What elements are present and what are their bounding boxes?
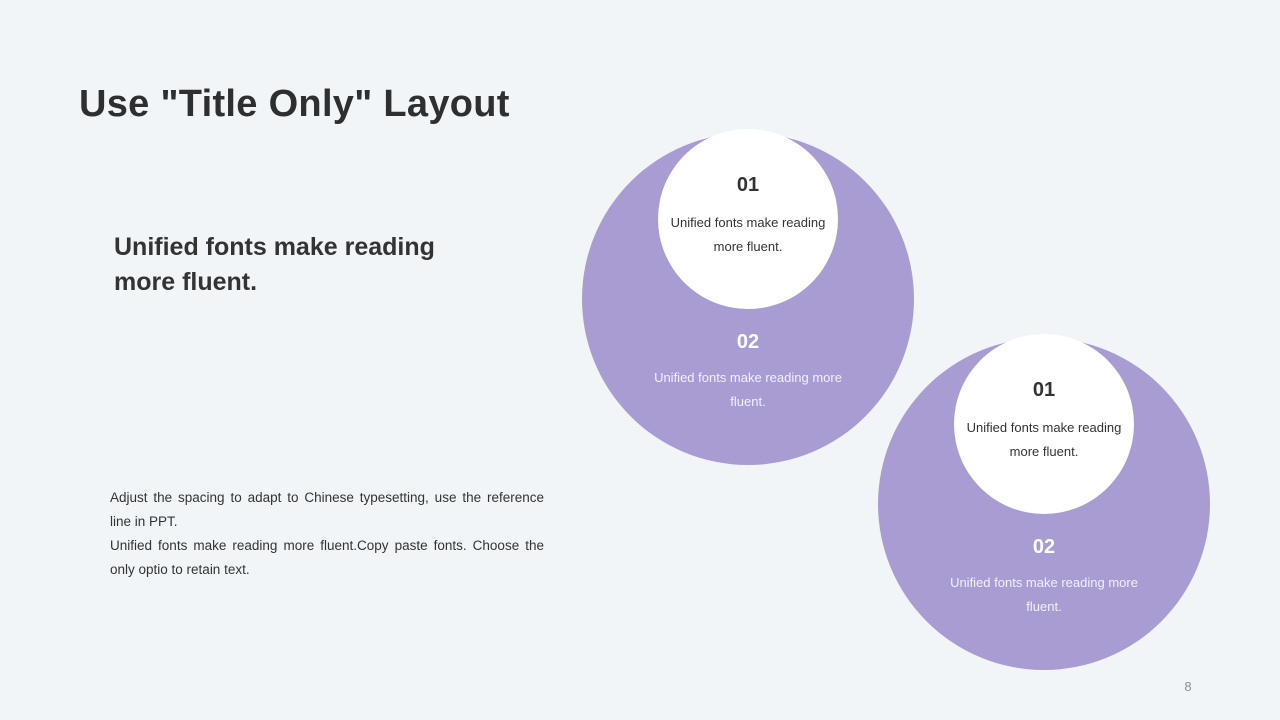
step-2-description: Unified fonts make reading more fluent. [654,370,842,409]
body-text-block: Adjust the spacing to adapt to Chinese t… [110,486,544,582]
step-2-number: 02 [736,331,760,353]
page-number: 8 [1184,679,1192,694]
step-1-description: Unified fonts make reading more fluent. [670,215,826,254]
body-paragraph-2: Unified fonts make reading more fluent.C… [110,538,544,577]
step-1-number: 01 [736,174,760,196]
body-paragraph-1: Adjust the spacing to adapt to Chinese t… [110,490,544,529]
step-1-description: Unified fonts make reading more fluent. [966,420,1122,459]
white-circle [954,334,1134,514]
step-2-number: 02 [1032,536,1056,558]
step-2-description: Unified fonts make reading more fluent. [950,575,1138,614]
white-circle [658,129,838,309]
circle-diagram-group-2: 01 Unified fonts make reading more fluen… [878,332,1210,677]
circle-diagram-group-1: 01 Unified fonts make reading more fluen… [582,127,914,472]
step-1-number: 01 [1032,379,1056,401]
slide-title: Use "Title Only" Layout [79,83,510,126]
slide-subtitle: Unified fonts make reading more fluent. [114,233,435,296]
